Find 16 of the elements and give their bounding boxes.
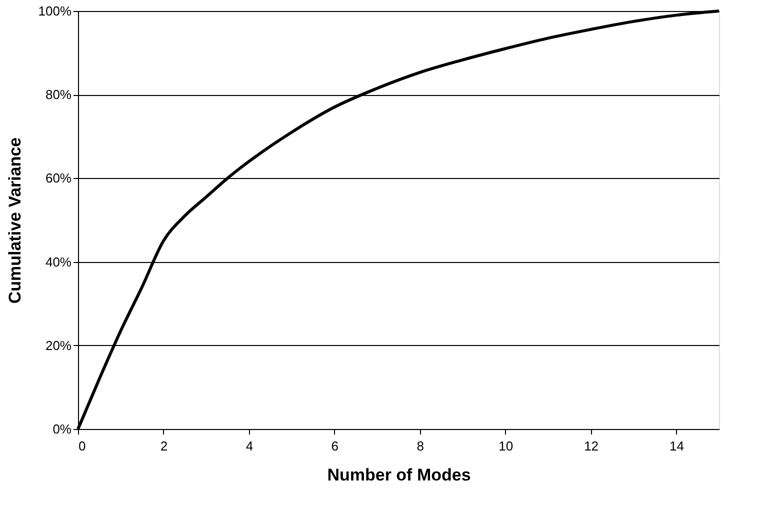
y-tick-label: 0% xyxy=(52,422,72,436)
y-axis-title: Cumulative Variance xyxy=(5,137,24,304)
y-tick-label: 80% xyxy=(45,87,72,102)
y-tick-label: 100% xyxy=(38,4,72,18)
x-tick-label: 14 xyxy=(670,438,684,454)
x-axis-title: Number of Modes xyxy=(327,466,471,484)
x-tick-label: 0 xyxy=(78,438,86,454)
x-tick-label: 2 xyxy=(160,438,168,454)
y-tick-label: 40% xyxy=(45,254,72,270)
x-tick-label: 8 xyxy=(416,438,424,454)
y-tick-label: 60% xyxy=(45,170,72,186)
x-tick-label: 4 xyxy=(246,438,254,454)
x-tick-label: 6 xyxy=(331,438,339,454)
x-tick-label: 12 xyxy=(584,438,599,454)
y-tick-label: 20% xyxy=(45,338,72,353)
x-tick-label: 10 xyxy=(498,438,514,454)
